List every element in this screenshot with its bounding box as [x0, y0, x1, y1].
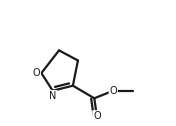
Text: O: O: [33, 68, 40, 78]
Text: O: O: [93, 111, 101, 121]
Text: O: O: [109, 86, 117, 96]
Text: N: N: [49, 91, 56, 101]
